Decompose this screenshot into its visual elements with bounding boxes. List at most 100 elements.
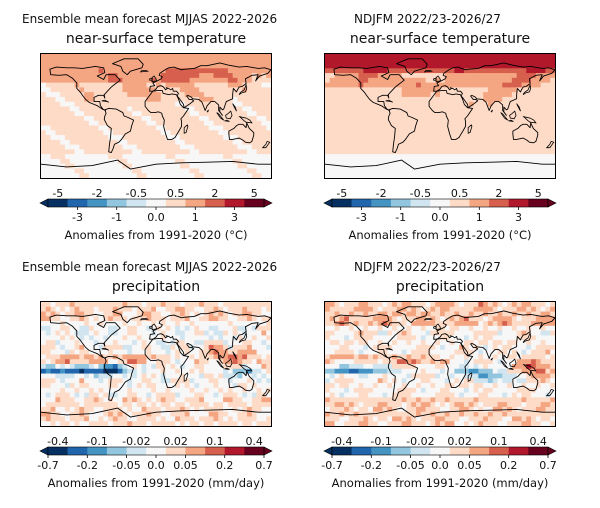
field-cell — [349, 121, 354, 126]
colorbar-label: Anomalies from 1991-2020 (°C) — [64, 228, 247, 242]
field-cell — [517, 331, 522, 336]
field-cell — [118, 402, 123, 407]
field-cell — [113, 378, 118, 383]
field-cell — [469, 331, 474, 336]
field-cell — [261, 121, 266, 126]
field-cell — [266, 126, 271, 131]
field-cell — [387, 145, 392, 150]
field-cell — [137, 393, 142, 398]
field-cell — [373, 121, 378, 126]
field-cell — [252, 331, 257, 336]
field-cell — [103, 388, 108, 393]
field-cell — [440, 64, 445, 69]
field-cell — [406, 383, 411, 388]
field-cell — [368, 78, 373, 83]
field-cell — [387, 350, 392, 355]
field-cell — [349, 388, 354, 393]
field-cell — [426, 340, 431, 345]
field-cell — [430, 312, 435, 317]
field-cell — [156, 64, 161, 69]
field-cell — [84, 402, 89, 407]
colorbar-swatch — [371, 199, 391, 207]
field-cell — [170, 83, 175, 88]
field-cell — [118, 83, 123, 88]
field-cell — [459, 83, 464, 88]
field-cell — [445, 312, 450, 317]
field-cell — [103, 149, 108, 154]
field-cell — [474, 54, 479, 59]
field-cell — [354, 116, 359, 121]
field-cell — [89, 87, 94, 92]
field-cell — [79, 383, 84, 388]
field-cell — [368, 168, 373, 173]
field-cell — [502, 68, 507, 73]
field-cell — [349, 173, 354, 178]
field-cell — [55, 364, 60, 369]
field-cell — [469, 154, 474, 159]
field-cell — [190, 402, 195, 407]
field-cell — [378, 149, 383, 154]
field-cell — [161, 307, 166, 312]
field-cell — [204, 326, 209, 331]
field-cell — [242, 111, 247, 116]
field-cell — [478, 106, 483, 111]
field-cell — [325, 388, 330, 393]
field-cell — [325, 335, 330, 340]
field-cell — [185, 164, 190, 169]
field-cell — [368, 135, 373, 140]
field-cell — [512, 73, 517, 78]
field-cell — [478, 335, 483, 340]
field-cell — [204, 378, 209, 383]
field-cell — [151, 97, 156, 102]
field-cell — [368, 369, 373, 374]
field-cell — [70, 416, 75, 421]
field-cell — [430, 116, 435, 121]
field-cell — [478, 388, 483, 393]
field-cell — [175, 359, 180, 364]
field-cell — [325, 83, 330, 88]
field-cell — [416, 78, 421, 83]
field-cell — [51, 326, 56, 331]
field-cell — [108, 168, 113, 173]
field-cell — [218, 397, 223, 402]
field-cell — [223, 154, 228, 159]
field-cell — [142, 421, 147, 426]
field-cell — [430, 73, 435, 78]
field-cell — [349, 135, 354, 140]
field-cell — [266, 149, 271, 154]
field-cell — [103, 407, 108, 412]
field-cell — [60, 302, 65, 307]
field-cell — [185, 321, 190, 326]
field-cell — [214, 374, 219, 379]
field-cell — [65, 106, 70, 111]
field-cell — [550, 173, 555, 178]
field-cell — [541, 159, 546, 164]
field-cell — [507, 97, 512, 102]
field-cell — [46, 340, 51, 345]
field-cell — [517, 145, 522, 150]
field-cell — [214, 421, 219, 426]
field-cell — [108, 416, 113, 421]
field-cell — [60, 149, 65, 154]
field-cell — [373, 374, 378, 379]
field-cell — [383, 116, 388, 121]
field-cell — [175, 73, 180, 78]
field-cell — [46, 54, 51, 59]
field-cell — [247, 54, 252, 59]
field-cell — [175, 140, 180, 145]
field-cell — [261, 364, 266, 369]
field-cell — [122, 383, 127, 388]
field-cell — [190, 173, 195, 178]
field-cell — [194, 335, 199, 340]
field-cell — [156, 354, 161, 359]
field-cell — [445, 140, 450, 145]
field-cell — [411, 87, 416, 92]
field-cell — [94, 130, 99, 135]
field-cell — [483, 369, 488, 374]
field-cell — [517, 111, 522, 116]
field-cell — [175, 331, 180, 336]
field-cell — [108, 350, 113, 355]
field-cell — [51, 412, 56, 417]
field-cell — [132, 340, 137, 345]
field-cell — [498, 68, 503, 73]
